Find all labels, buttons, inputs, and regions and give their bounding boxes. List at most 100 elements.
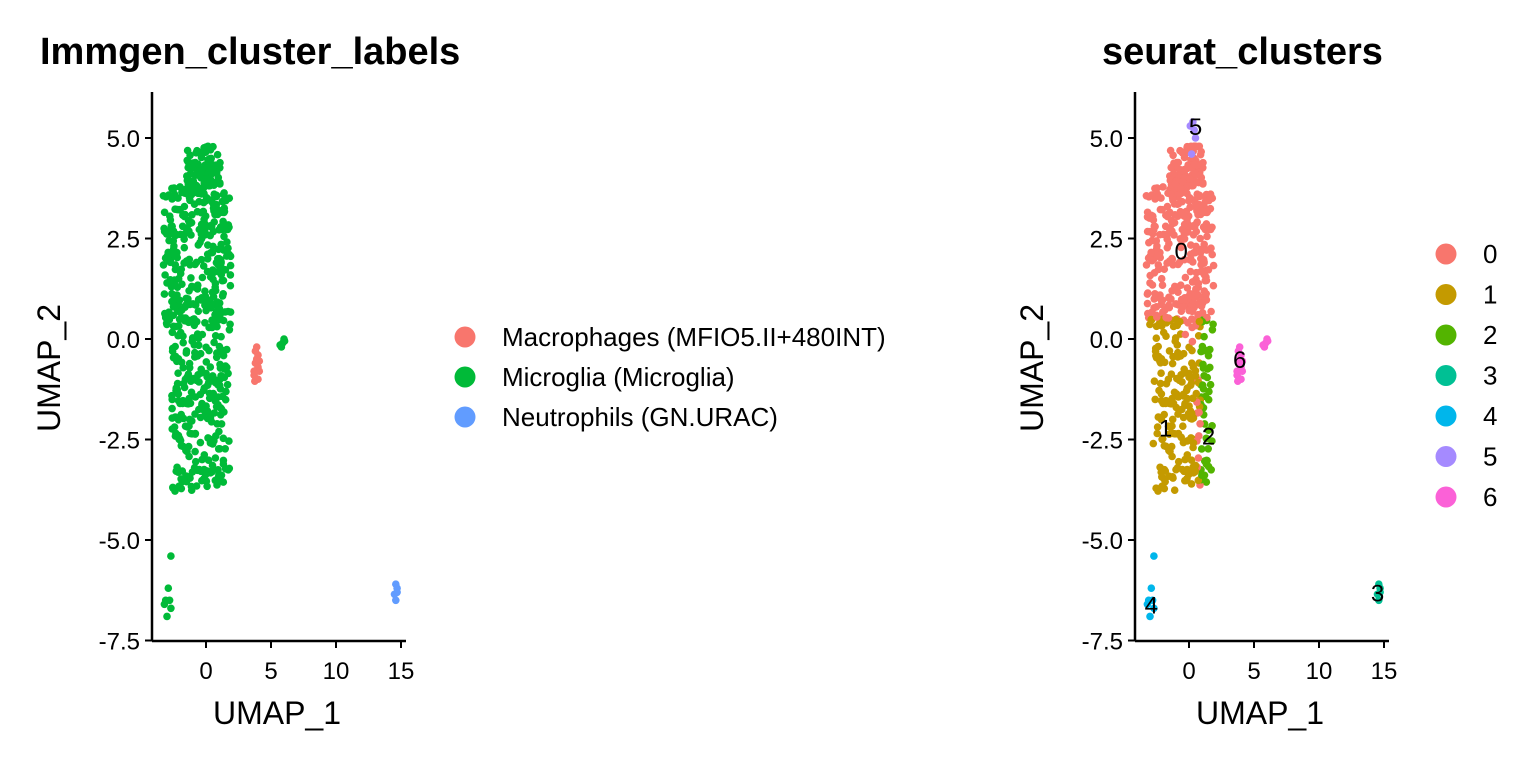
- cell-point: [220, 346, 228, 355]
- cell-point: [1196, 420, 1204, 428]
- cell-point: [211, 279, 220, 288]
- cell-point: [1203, 232, 1211, 241]
- cell-point: [212, 353, 221, 362]
- cell-point: [169, 322, 178, 331]
- cell-point: [1172, 465, 1180, 474]
- cell-point: [209, 242, 217, 251]
- cell-point: [170, 423, 179, 431]
- legend-label: 6: [1483, 482, 1497, 512]
- cell-point: [1165, 399, 1174, 408]
- cell-point: [1176, 235, 1185, 243]
- cell-point: [1162, 442, 1170, 451]
- x-tick-label: 5: [1247, 658, 1260, 685]
- cell-point: [223, 363, 231, 372]
- cell-point: [215, 299, 224, 307]
- points-layer: [1142, 118, 1384, 621]
- cell-point: [222, 225, 230, 234]
- cluster-label: 6: [1233, 347, 1246, 374]
- cell-point: [1181, 273, 1190, 282]
- y-ticks: 5.0 2.5 0.0 -2.5 -5.0 -7.5: [99, 126, 152, 656]
- cell-point: [182, 347, 191, 355]
- cell-point: [223, 252, 231, 260]
- cell-point: [160, 600, 169, 609]
- cell-point: [1153, 423, 1162, 431]
- cell-point: [1195, 432, 1203, 440]
- cell-point: [1186, 175, 1194, 183]
- cell-point: [169, 303, 178, 311]
- cell-point: [1150, 222, 1159, 230]
- cell-point: [1167, 442, 1176, 451]
- cell-point: [1192, 227, 1201, 236]
- cell-point: [179, 338, 187, 347]
- cell-point: [1237, 351, 1245, 359]
- cell-point: [226, 261, 235, 270]
- cell-point: [180, 243, 189, 252]
- cell-point: [222, 387, 230, 396]
- cell-point: [1233, 367, 1241, 376]
- cell-point: [1157, 369, 1165, 378]
- panel-title: Immgen_cluster_labels: [40, 31, 460, 73]
- cell-point: [168, 404, 176, 413]
- cell-point: [1193, 190, 1201, 198]
- cell-point: [1151, 195, 1159, 203]
- cell-point: [1151, 290, 1159, 298]
- cell-point: [1171, 180, 1179, 188]
- cell-point: [1149, 439, 1158, 448]
- cell-point: [188, 180, 196, 188]
- cell-point: [216, 158, 224, 167]
- cell-point: [1168, 415, 1177, 424]
- x-tick-label: 5: [264, 658, 277, 685]
- cell-point: [1153, 250, 1161, 259]
- cell-point: [1203, 373, 1212, 382]
- cell-point: [177, 484, 186, 493]
- cell-point: [1147, 584, 1156, 592]
- cell-point: [161, 271, 169, 279]
- legend: 0 1 2 3 4 5 6: [1435, 239, 1497, 512]
- cell-point: [1162, 379, 1171, 388]
- cell-point: [1180, 165, 1189, 174]
- cell-point: [195, 148, 203, 156]
- cell-point: [1171, 337, 1179, 346]
- cell-point: [171, 342, 179, 351]
- cell-point: [179, 442, 187, 451]
- cell-point: [1204, 445, 1212, 453]
- cell-point: [1196, 248, 1205, 257]
- cell-point: [1205, 196, 1213, 205]
- cell-point: [1200, 259, 1208, 268]
- x-axis-label: UMAP_1: [1196, 695, 1324, 731]
- cell-point: [202, 369, 210, 378]
- cell-point: [202, 358, 211, 366]
- cluster-label: 5: [1189, 114, 1202, 141]
- cell-point: [1169, 352, 1177, 361]
- cell-point: [1166, 224, 1174, 232]
- cell-point: [205, 394, 214, 403]
- legend-label: 2: [1483, 320, 1497, 350]
- cell-point: [165, 256, 173, 265]
- cell-point: [1238, 357, 1247, 365]
- cell-point: [207, 304, 215, 312]
- y-tick-label: 5.0: [107, 126, 140, 153]
- y-tick-label: 2.5: [1090, 227, 1123, 254]
- panel-title: seurat_clusters: [1102, 31, 1383, 73]
- cell-point: [1142, 261, 1151, 269]
- cell-point: [255, 357, 264, 365]
- cell-point: [202, 194, 211, 202]
- cell-point: [210, 190, 218, 198]
- cell-point: [1189, 249, 1198, 257]
- cell-point: [203, 482, 211, 491]
- cell-point: [1172, 300, 1181, 308]
- cell-point: [1148, 256, 1156, 265]
- cell-point: [1174, 410, 1182, 418]
- cell-point: [223, 380, 232, 389]
- cell-point: [1201, 276, 1209, 285]
- cell-point: [201, 148, 210, 156]
- cell-point: [1209, 281, 1218, 290]
- cell-point: [1170, 231, 1178, 239]
- y-axis-label: UMAP_2: [1014, 304, 1050, 432]
- cell-point: [1145, 214, 1154, 222]
- cell-point: [1146, 612, 1154, 621]
- cell-point: [1204, 462, 1213, 471]
- cell-point: [219, 290, 227, 298]
- cell-point: [215, 381, 224, 390]
- cell-point: [181, 301, 190, 310]
